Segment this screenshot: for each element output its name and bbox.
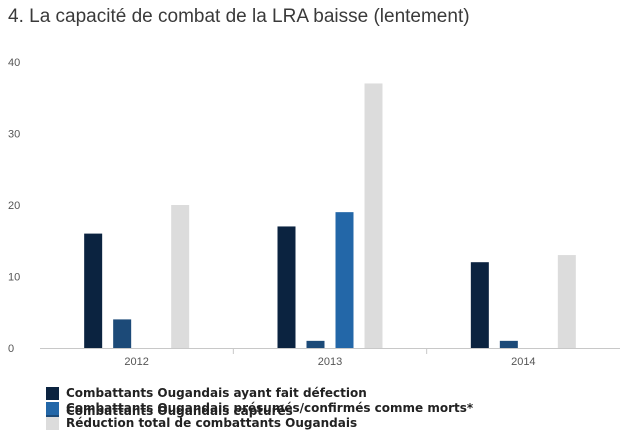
bar-2013-series-0: [277, 226, 296, 348]
bar-2013-series-2: [335, 212, 354, 348]
bar-2012-series-1: [113, 319, 132, 348]
x-tick-label: 2013: [318, 356, 342, 368]
y-tick-label: 10: [8, 272, 20, 284]
legend-label-dead: Combattants Ougandais présumés/confirmés…: [66, 401, 474, 415]
bar-2012-series-3: [171, 205, 190, 348]
bar-2012-series-0: [84, 233, 103, 348]
chart-title: 4. La capacité de combat de la LRA baiss…: [8, 6, 470, 27]
legend-swatch-defection: [46, 387, 59, 400]
bar-2014-series-0: [470, 262, 489, 348]
x-tick-label: 2012: [124, 356, 148, 368]
x-tick-label: 2014: [511, 356, 535, 368]
legend: Combattants Ougandais ayant fait défecti…: [46, 386, 627, 431]
y-tick-label: 30: [8, 129, 20, 141]
y-tick-label: 20: [8, 200, 20, 212]
legend-label-captured: Combattants Ougandais capturés: [66, 404, 293, 418]
bar-2013-series-1: [306, 340, 325, 348]
legend-item-dead: Combattants Ougandais présumés/confirmés…: [46, 401, 473, 416]
legend-swatch-dead: [46, 402, 59, 415]
y-tick-label: 40: [8, 57, 20, 69]
legend-item-total: Réduction total de combattants Ougandais: [46, 416, 357, 431]
legend-label-total: Réduction total de combattants Ougandais: [66, 416, 358, 430]
legend-item-defection: Combattants Ougandais ayant fait défecti…: [46, 386, 367, 401]
bar-2014-series-3: [557, 255, 576, 348]
y-tick-label: 0: [8, 343, 14, 355]
bar-2013-series-3: [364, 83, 383, 348]
bar-chart: 0 10 20 30 40 2012 2013 2014: [8, 57, 620, 368]
bar-2014-series-1: [499, 340, 518, 348]
legend-label-defection: Combattants Ougandais ayant fait défecti…: [66, 386, 367, 400]
legend-swatch-total: [46, 417, 59, 430]
